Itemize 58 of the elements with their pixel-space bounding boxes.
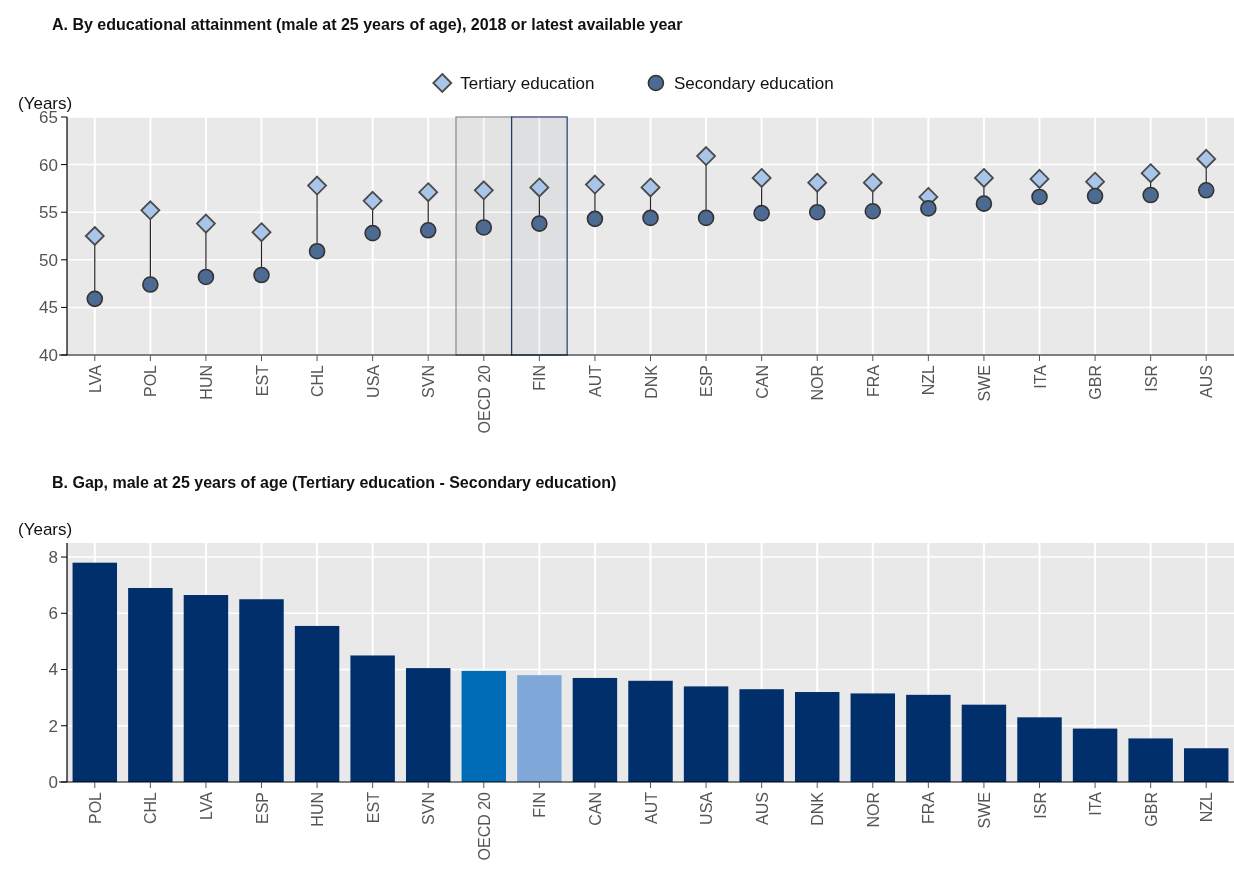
x-tick-label: ESP	[698, 365, 716, 398]
x-tick-label: DNK	[809, 791, 827, 826]
y-tick-label: 8	[48, 548, 58, 568]
x-tick-label: ITA	[1031, 364, 1049, 389]
x-tick-label: AUS	[753, 792, 771, 825]
x-tick-label: NOR	[809, 365, 827, 401]
x-tick-label: AUS	[1198, 365, 1216, 398]
x-tick-label: NZL	[1198, 791, 1216, 823]
y-axis-title: (Years)	[18, 520, 73, 539]
x-tick-label: LVA	[197, 791, 215, 820]
x-tick-label: SWE	[975, 365, 993, 402]
x-tick-label: GBR	[1087, 365, 1105, 400]
y-tick-label: 6	[48, 604, 58, 624]
x-tick-label: SVN	[420, 365, 438, 398]
x-tick-label: CHL	[142, 791, 160, 825]
legend-label: Tertiary education	[460, 74, 595, 93]
x-tick-label: ESP	[253, 792, 271, 825]
x-tick-label: EST	[364, 791, 382, 824]
y-tick-label: 50	[39, 250, 58, 270]
y-tick-label: 40	[39, 345, 58, 365]
x-tick-label: ISR	[1031, 792, 1049, 819]
y-tick-label: 4	[48, 660, 58, 680]
y-tick-label: 0	[48, 772, 58, 792]
y-tick-label: 2	[48, 716, 58, 736]
x-tick-label: OECD 20	[475, 791, 493, 861]
x-tick-label: SWE	[975, 792, 993, 829]
x-tick-label: HUN	[197, 365, 215, 400]
y-tick-label: 55	[39, 203, 58, 223]
x-tick-label: CAN	[586, 792, 604, 826]
x-tick-label: AUT	[586, 364, 604, 397]
x-tick-label: FRA	[920, 791, 938, 824]
x-tick-label: CHL	[309, 364, 327, 398]
x-tick-label: AUT	[642, 791, 660, 824]
x-tick-label: CAN	[753, 365, 771, 399]
x-tick-label: FIN	[531, 365, 549, 391]
x-tick-label: ISR	[1142, 365, 1160, 392]
x-tick-label: SVN	[420, 792, 438, 825]
x-tick-label: EST	[253, 364, 271, 397]
x-tick-label: ITA	[1087, 791, 1105, 816]
y-tick-label: 60	[39, 155, 58, 175]
x-tick-label: POL	[142, 364, 160, 398]
x-tick-label: DNK	[642, 364, 660, 399]
chart-title: A. By educational attainment (male at 25 years of age), 2018 or latest available year	[52, 16, 683, 33]
x-tick-label: NOR	[864, 792, 882, 828]
x-tick-label: USA	[364, 364, 382, 398]
x-tick-label: FRA	[864, 364, 882, 397]
chart-title: B. Gap, male at 25 years of age (Tertiary education - Secondary education)	[52, 474, 617, 491]
y-axis-title: (Years)	[18, 94, 73, 113]
x-tick-label: FIN	[531, 792, 549, 818]
x-tick-label: OECD 20	[475, 364, 493, 434]
x-tick-label: USA	[698, 791, 716, 825]
y-tick-label: 45	[39, 298, 58, 318]
x-tick-label: GBR	[1142, 792, 1160, 827]
x-tick-label: LVA	[86, 364, 104, 393]
legend-label: Secondary education	[673, 74, 834, 93]
x-tick-label: HUN	[309, 792, 327, 827]
x-tick-label: POL	[86, 791, 104, 825]
x-tick-label: NZL	[920, 364, 938, 396]
